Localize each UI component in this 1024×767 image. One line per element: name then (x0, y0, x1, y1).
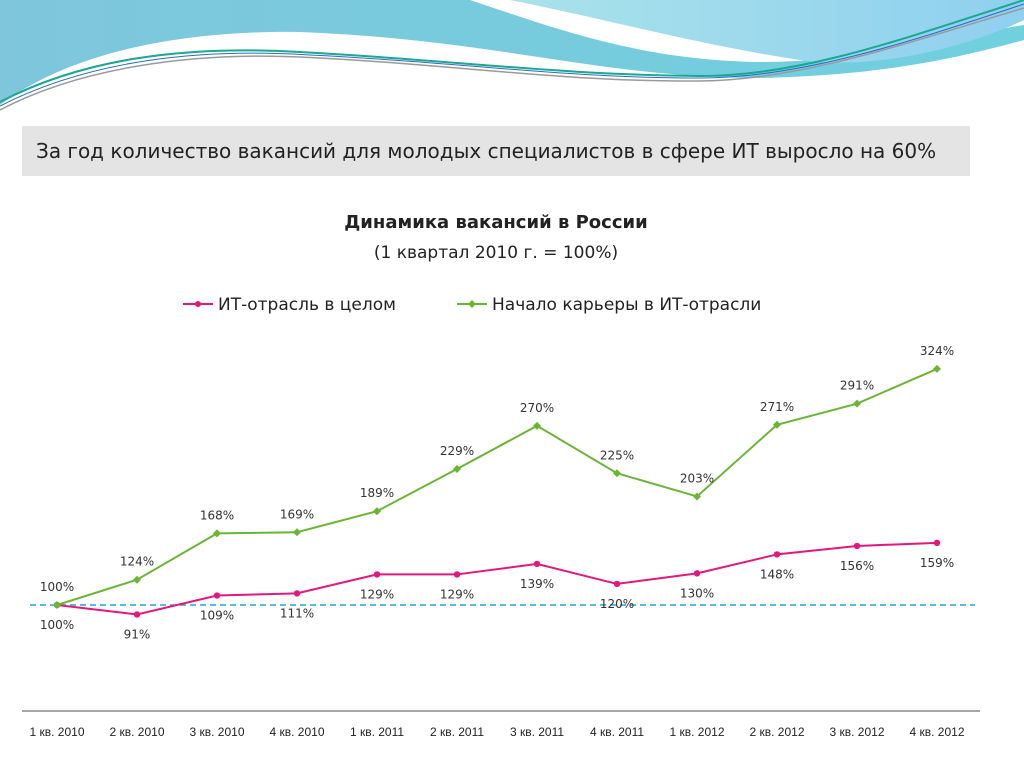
data-point (693, 570, 701, 577)
x-tick-label: 4 кв. 2010 (270, 725, 325, 739)
data-point (133, 575, 141, 584)
series-line-0 (56, 541, 938, 616)
x-tick-label: 4 кв. 2011 (590, 725, 644, 739)
data-label: 100% (40, 618, 74, 632)
data-label: 203% (680, 471, 714, 485)
legend-marker-it (195, 301, 201, 307)
data-label: 156% (840, 559, 874, 573)
decorative-wave-header (0, 0, 1024, 111)
x-tick-label: 4 кв. 2012 (910, 725, 965, 739)
data-point (773, 420, 781, 429)
x-tick-label: 3 кв. 2011 (510, 725, 564, 739)
data-label: 271% (760, 400, 794, 414)
data-label: 109% (200, 609, 234, 623)
data-label: 120% (600, 597, 634, 611)
series-line-1 (56, 367, 938, 606)
slide-title-text: За год количество вакансий для молодых с… (36, 139, 937, 163)
data-point (533, 421, 541, 430)
data-label: 291% (840, 379, 874, 393)
data-label: 324% (920, 344, 954, 358)
data-point (853, 399, 861, 408)
data-point (613, 580, 621, 588)
data-label: 159% (920, 556, 954, 570)
data-label: 129% (360, 587, 394, 601)
data-point (53, 601, 61, 609)
data-point (853, 542, 861, 550)
data-label: 225% (600, 448, 634, 462)
data-point (293, 590, 301, 597)
x-tick-label: 2 кв. 2011 (430, 725, 484, 739)
data-point (373, 507, 381, 516)
x-tick-label: 1 кв. 2011 (350, 725, 404, 739)
data-point (213, 529, 221, 538)
data-label: 91% (124, 627, 151, 641)
data-point (453, 465, 461, 474)
data-label: 100% (40, 580, 74, 594)
data-point (453, 571, 461, 578)
x-tick-label: 2 кв. 2010 (110, 725, 165, 739)
data-point (373, 571, 381, 578)
data-label: 130% (680, 586, 714, 600)
x-tick-label: 2 кв. 2012 (750, 725, 805, 739)
data-point (533, 560, 541, 568)
data-point (133, 611, 141, 618)
data-label: 124% (120, 555, 154, 569)
legend-label-career: Начало карьеры в ИТ-отрасли (492, 295, 761, 315)
data-point (933, 364, 941, 373)
data-label: 229% (440, 444, 474, 458)
data-point (693, 492, 701, 501)
data-label: 111% (280, 606, 314, 620)
data-point (773, 551, 781, 558)
data-point (213, 592, 221, 599)
slide-title: За год количество вакансий для молодых с… (22, 126, 970, 176)
data-label: 139% (520, 577, 554, 591)
legend-label-it: ИТ-отрасль в целом (218, 295, 396, 315)
data-label: 189% (360, 486, 394, 500)
chart-subtitle: (1 квартал 2010 г. = 100%) (374, 243, 618, 263)
data-label: 270% (520, 401, 554, 415)
legend: ИТ-отрасль в целом Начало карьеры в ИТ-о… (183, 295, 761, 315)
x-tick-label: 1 кв. 2012 (670, 725, 725, 739)
data-point (613, 469, 621, 478)
x-tick-label: 3 кв. 2010 (190, 725, 245, 739)
data-label: 129% (440, 587, 474, 601)
data-point (293, 528, 301, 537)
chart-title: Динамика вакансий в России (344, 212, 647, 233)
data-point (933, 539, 941, 547)
data-label: 168% (200, 508, 234, 522)
legend-marker-career (468, 300, 476, 308)
x-tick-label: 1 кв. 2010 (30, 725, 85, 739)
x-tick-label: 3 кв. 2012 (830, 725, 885, 739)
data-label: 169% (280, 507, 314, 521)
data-label: 148% (760, 567, 794, 581)
